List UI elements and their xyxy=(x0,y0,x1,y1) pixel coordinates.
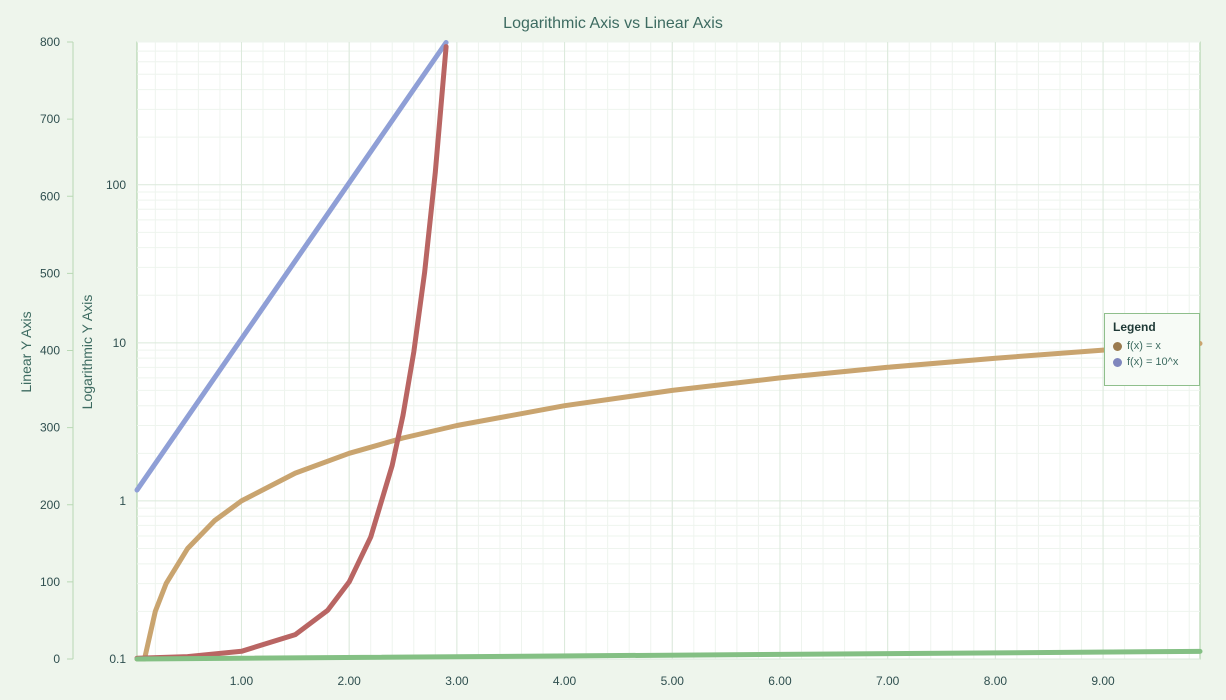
x-tick-label: 5.00 xyxy=(661,674,685,688)
x-tick-label: 2.00 xyxy=(337,674,361,688)
major-grid xyxy=(137,42,1200,660)
legend-item-label: f(x) = 10^x xyxy=(1127,356,1179,368)
series-line-10x-log xyxy=(134,40,449,493)
log-y-tick-label: 10 xyxy=(113,336,127,350)
linear-y-tick-label: 200 xyxy=(40,498,60,512)
x-axis-ticks: 1.00 2.00 3.00 4.00 5.00 6.00 7.00 8.00 9.00 xyxy=(230,674,1115,688)
linear-y-tick-label: 700 xyxy=(40,112,60,126)
legend-dot-icon xyxy=(1113,357,1122,367)
series-layer xyxy=(134,40,1203,662)
x-tick-label: 6.00 xyxy=(768,674,792,688)
legend-item-exponential: f(x) = 10^x xyxy=(1113,356,1191,368)
series-line-10x-linear xyxy=(134,44,449,661)
series-line-x-log xyxy=(134,341,1203,662)
linear-y-tick-label: 500 xyxy=(40,266,60,280)
legend-item-label: f(x) = x xyxy=(1127,340,1161,352)
x-tick-label: 1.00 xyxy=(230,674,254,688)
legend-title: Legend xyxy=(1113,320,1156,334)
linear-y-tick-label: 100 xyxy=(40,575,60,589)
log-y-tick-label: 100 xyxy=(106,178,126,192)
log-y-axis-label: Logarithmic Y Axis xyxy=(79,295,95,410)
log-y-axis-ticks: 0.1 1 10 100 xyxy=(106,178,126,666)
series-line-x-linear xyxy=(134,648,1203,662)
x-tick-label: 8.00 xyxy=(984,674,1008,688)
legend: Legend f(x) = x f(x) = 10^x xyxy=(1104,313,1200,386)
minor-grid xyxy=(137,41,1200,659)
linear-y-axis-label: Linear Y Axis xyxy=(18,311,34,392)
linear-y-tick-label: 400 xyxy=(40,344,60,358)
log-y-tick-label: 1 xyxy=(119,494,126,508)
linear-y-tick-label: 0 xyxy=(53,652,60,666)
legend-dot-icon xyxy=(1113,341,1122,351)
legend-item-linear: f(x) = x xyxy=(1113,340,1191,352)
linear-y-tick-label: 800 xyxy=(40,35,60,49)
x-tick-label: 9.00 xyxy=(1091,674,1115,688)
linear-y-axis-ticks: 0 100 200 300 400 500 600 700 800 xyxy=(40,35,73,666)
linear-y-tick-label: 600 xyxy=(40,189,60,203)
x-tick-label: 4.00 xyxy=(553,674,577,688)
x-tick-label: 3.00 xyxy=(445,674,469,688)
linear-y-tick-label: 300 xyxy=(40,421,60,435)
x-tick-label: 7.00 xyxy=(876,674,900,688)
chart-title: Logarithmic Axis vs Linear Axis xyxy=(503,15,723,32)
log-y-tick-label: 0.1 xyxy=(109,652,126,666)
